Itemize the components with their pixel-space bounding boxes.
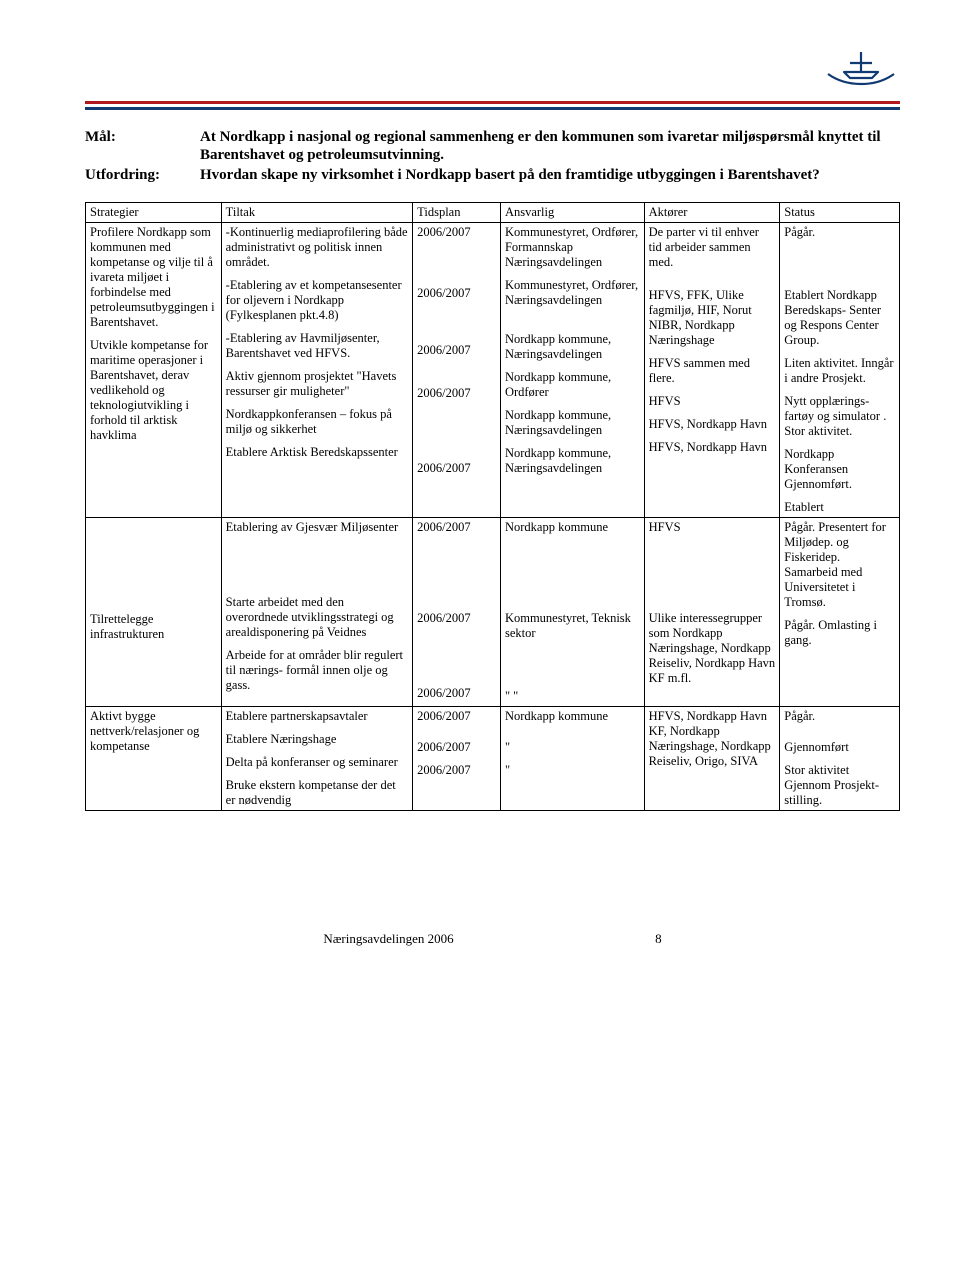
- utfordring-label: Utfordring:: [85, 166, 200, 184]
- cell-text: Kommunestyret, Teknisk sektor: [505, 611, 640, 641]
- cell-text: 2006/2007: [417, 611, 496, 626]
- cell-text: 2006/2007: [417, 740, 496, 755]
- cell-text: 2006/2007: [417, 386, 496, 401]
- cell-text: De parter vi til enhver tid arbeider sam…: [649, 225, 776, 270]
- cell-text: " ": [505, 689, 640, 704]
- cell-text: Aktivt bygge nettverk/relasjoner og komp…: [90, 709, 217, 754]
- cell-text: Nytt opplærings- fartøy og simulator . S…: [784, 394, 895, 439]
- th-tidsplan: Tidsplan: [413, 203, 501, 223]
- th-tiltak: Tiltak: [221, 203, 413, 223]
- cell-text: Nordkapp kommune, Næringsavdelingen: [505, 408, 640, 438]
- footer-text: Næringsavdelingen 2006: [323, 931, 453, 946]
- cell-text: ": [505, 740, 640, 755]
- th-ansvarlig: Ansvarlig: [500, 203, 644, 223]
- cell-text: Arbeide for at områder blir regulert til…: [226, 648, 409, 693]
- cell-text: 2006/2007: [417, 686, 496, 701]
- cell-text: Nordkapp kommune, Ordfører: [505, 370, 640, 400]
- cell-text: HFVS, Nordkapp Havn KF, Nordkapp Nærings…: [649, 709, 776, 769]
- cell-text: Kommunestyret, Ordfører, Formannskap Nær…: [505, 225, 640, 270]
- page-header: [85, 40, 900, 110]
- cell-text: Nordkapp Konferansen Gjennomført.: [784, 447, 895, 492]
- cell-text: Etablere Arktisk Beredskapssenter: [226, 445, 409, 460]
- cell-text: Pågår. Omlasting i gang.: [784, 618, 895, 648]
- th-strategier: Strategier: [86, 203, 222, 223]
- cell-text: HFVS, Nordkapp Havn: [649, 440, 776, 455]
- cell-text: ": [505, 763, 640, 778]
- cell-text: Delta på konferanser og seminarer: [226, 755, 409, 770]
- cell-text: -Etablering av Havmiljøsenter, Barentsha…: [226, 331, 409, 361]
- mal-text: At Nordkapp i nasjonal og regional samme…: [200, 129, 881, 163]
- cell-text: HFVS, Nordkapp Havn: [649, 417, 776, 432]
- table-row: Tilrettelegge infrastrukturen Etablering…: [86, 518, 900, 707]
- cell-text: Nordkapp kommune, Næringsavdelingen: [505, 332, 640, 362]
- cell-text: Stor aktivitet Gjennom Prosjekt- stillin…: [784, 763, 895, 808]
- cell-text: Etablert: [784, 500, 895, 515]
- table-header-row: Strategier Tiltak Tidsplan Ansvarlig Akt…: [86, 203, 900, 223]
- mal-label: Mål:: [85, 128, 200, 164]
- cell-text: Etablere partnerskapsavtaler: [226, 709, 409, 724]
- cell-text: Pågår.: [784, 225, 895, 240]
- cell-text: Tilrettelegge infrastrukturen: [90, 612, 217, 642]
- utfordring-text: Hvordan skape ny virksomhet i Nordkapp b…: [200, 167, 820, 183]
- cell-text: 2006/2007: [417, 709, 496, 724]
- boat-logo: [822, 40, 900, 92]
- cell-text: Kommunestyret, Ordfører, Næringsavdeling…: [505, 278, 640, 308]
- cell-text: Bruke ekstern kompetanse der det er nødv…: [226, 778, 409, 808]
- cell-text: Pågår. Presentert for Miljødep. og Fiske…: [784, 520, 895, 610]
- cell-text: Etablering av Gjesvær Miljøsenter: [226, 520, 409, 535]
- cell-text: Ulike interessegrupper som Nordkapp Næri…: [649, 611, 776, 686]
- cell-text: Gjennomført: [784, 740, 895, 755]
- cell-text: 2006/2007: [417, 225, 496, 240]
- cell-text: 2006/2007: [417, 343, 496, 358]
- cell-text: Nordkapp kommune, Næringsavdelingen: [505, 446, 640, 476]
- cell-text: HFVS sammen med flere.: [649, 356, 776, 386]
- cell-text: Nordkappkonferansen – fokus på miljø og …: [226, 407, 409, 437]
- cell-text: HFVS: [649, 520, 776, 535]
- cell-text: Profilere Nordkapp som kommunen med komp…: [90, 225, 217, 330]
- page-footer: Næringsavdelingen 2006 8: [85, 931, 900, 947]
- cell-text: Pågår.: [784, 709, 895, 724]
- cell-text: Aktiv gjennom prosjektet "Havets ressurs…: [226, 369, 409, 399]
- cell-text: Etablere Næringshage: [226, 732, 409, 747]
- cell-text: -Kontinuerlig mediaprofilering både admi…: [226, 225, 409, 270]
- cell-text: 2006/2007: [417, 461, 496, 476]
- th-status: Status: [780, 203, 900, 223]
- page-number: 8: [655, 931, 662, 946]
- header-rules: [85, 101, 900, 110]
- cell-text: 2006/2007: [417, 286, 496, 301]
- table-row: Aktivt bygge nettverk/relasjoner og komp…: [86, 707, 900, 811]
- cell-text: 2006/2007: [417, 520, 496, 535]
- cell-text: HFVS: [649, 394, 776, 409]
- main-table: Strategier Tiltak Tidsplan Ansvarlig Akt…: [85, 202, 900, 811]
- cell-text: Liten aktivitet. Inngår i andre Prosjekt…: [784, 356, 895, 386]
- table-row: Profilere Nordkapp som kommunen med komp…: [86, 223, 900, 518]
- goals-block: Mål: At Nordkapp i nasjonal og regional …: [85, 128, 900, 184]
- cell-text: -Etablering av et kompetansesenter for o…: [226, 278, 409, 323]
- th-aktorer: Aktører: [644, 203, 780, 223]
- cell-text: Utvikle kompetanse for maritime operasjo…: [90, 338, 217, 443]
- cell-text: Nordkapp kommune: [505, 520, 640, 535]
- cell-text: HFVS, FFK, Ulike fagmiljø, HIF, Norut NI…: [649, 288, 776, 348]
- cell-text: Starte arbeidet med den overordnede utvi…: [226, 595, 409, 640]
- cell-text: Etablert Nordkapp Beredskaps- Senter og …: [784, 288, 895, 348]
- cell-text: 2006/2007: [417, 763, 496, 778]
- cell-text: Nordkapp kommune: [505, 709, 640, 724]
